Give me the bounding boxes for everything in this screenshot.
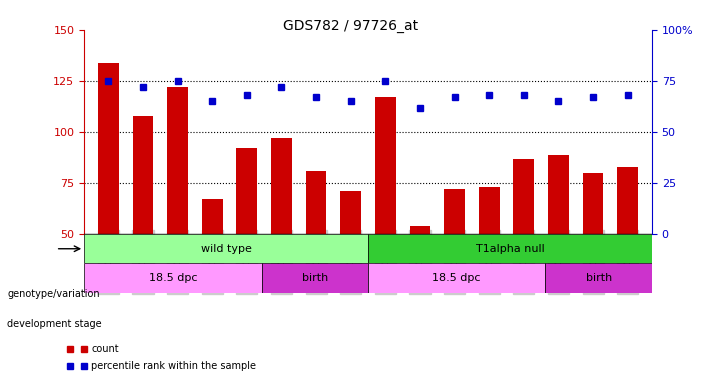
Text: GDS782 / 97726_at: GDS782 / 97726_at xyxy=(283,19,418,33)
Bar xyxy=(202,200,223,234)
Bar xyxy=(375,98,396,234)
Bar xyxy=(548,154,569,234)
Text: T1alpha null: T1alpha null xyxy=(475,244,545,254)
Bar xyxy=(132,116,154,234)
FancyBboxPatch shape xyxy=(368,263,545,292)
FancyBboxPatch shape xyxy=(545,263,652,292)
Bar xyxy=(444,189,465,234)
Text: genotype/variation: genotype/variation xyxy=(7,290,100,299)
Text: 18.5 dpc: 18.5 dpc xyxy=(149,273,197,283)
FancyBboxPatch shape xyxy=(368,234,652,263)
Text: 18.5 dpc: 18.5 dpc xyxy=(433,273,481,283)
Text: percentile rank within the sample: percentile rank within the sample xyxy=(91,361,256,370)
Text: development stage: development stage xyxy=(7,320,102,329)
FancyBboxPatch shape xyxy=(84,263,261,292)
Bar xyxy=(409,226,430,234)
Bar xyxy=(98,63,118,234)
FancyBboxPatch shape xyxy=(84,234,368,263)
Bar xyxy=(340,191,361,234)
Bar xyxy=(236,148,257,234)
Bar xyxy=(513,159,534,234)
Bar xyxy=(479,187,500,234)
Text: birth: birth xyxy=(301,273,328,283)
Bar xyxy=(306,171,327,234)
Bar xyxy=(271,138,292,234)
Text: wild type: wild type xyxy=(200,244,252,254)
Bar xyxy=(618,167,638,234)
Bar xyxy=(168,87,188,234)
Bar xyxy=(583,173,604,234)
Text: birth: birth xyxy=(585,273,612,283)
Text: count: count xyxy=(91,344,118,354)
FancyBboxPatch shape xyxy=(261,263,368,292)
